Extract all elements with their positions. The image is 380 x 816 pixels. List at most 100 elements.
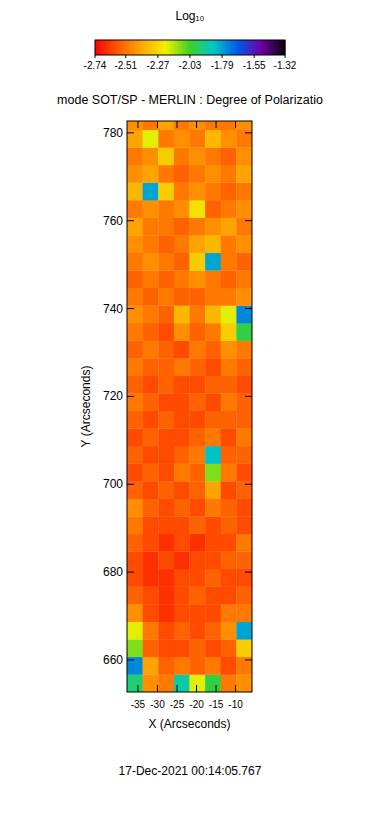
- heatmap-cell: [190, 323, 206, 341]
- heatmap-cell: [221, 323, 237, 341]
- heatmap-cell: [205, 376, 221, 394]
- heatmap-cell: [190, 376, 206, 394]
- heatmap-cell: [158, 253, 174, 271]
- background: [0, 0, 380, 816]
- heatmap-cell: [205, 657, 221, 675]
- heatmap-cell: [127, 288, 143, 306]
- heatmap-cell: [221, 218, 237, 236]
- heatmap-cell: [221, 182, 237, 200]
- heatmap-cell: [205, 587, 221, 605]
- heatmap-cell: [143, 481, 159, 499]
- heatmap-cell: [127, 121, 143, 130]
- heatmap-cell: [158, 200, 174, 218]
- heatmap-cell: [221, 499, 237, 517]
- heatmap-cell: [143, 323, 159, 341]
- colorbar-tick: [254, 55, 255, 58]
- heatmap-cell: [221, 551, 237, 569]
- y-tick-label: 780: [103, 126, 123, 140]
- heatmap-cell: [236, 200, 252, 218]
- heatmap-cell: [221, 464, 237, 482]
- heatmap-cell: [221, 657, 237, 675]
- heatmap-cell: [190, 569, 206, 587]
- heatmap-cell: [127, 551, 143, 569]
- colorbar-tick: [125, 55, 126, 58]
- heatmap-cell: [205, 428, 221, 446]
- heatmap-cell: [236, 182, 252, 200]
- heatmap-cell: [143, 639, 159, 657]
- heatmap-cell: [158, 587, 174, 605]
- heatmap-cell: [158, 376, 174, 394]
- y-tick: [245, 220, 252, 221]
- heatmap-cell: [174, 499, 190, 517]
- heatmap-cell: [236, 411, 252, 429]
- heatmap-cell: [143, 446, 159, 464]
- heatmap-cell: [143, 464, 159, 482]
- heatmap-cell: [190, 182, 206, 200]
- heatmap-cell: [221, 200, 237, 218]
- colorbar: [95, 40, 285, 55]
- heatmap-cell: [190, 534, 206, 552]
- heatmap-cell: [236, 376, 252, 394]
- heatmap-cell: [127, 218, 143, 236]
- heatmap-cell: [143, 130, 159, 148]
- heatmap-cell: [221, 639, 237, 657]
- heatmap-cell: [174, 305, 190, 323]
- heatmap-cell: [127, 200, 143, 218]
- heatmap-cell: [143, 341, 159, 359]
- heatmap-cell: [221, 674, 237, 692]
- heatmap-cell: [190, 604, 206, 622]
- heatmap-cell: [205, 358, 221, 376]
- heatmap-cell: [127, 182, 143, 200]
- heatmap-cell: [174, 121, 190, 130]
- colorbar-tick: [157, 55, 158, 58]
- date-annotation: 17-Dec-2021 00:14:05.767: [119, 764, 262, 778]
- heatmap-cell: [221, 569, 237, 587]
- heatmap-cell: [174, 622, 190, 640]
- heatmap-cell: [174, 182, 190, 200]
- heatmap-cell: [205, 446, 221, 464]
- heatmap-cell: [127, 358, 143, 376]
- heatmap-cell: [236, 393, 252, 411]
- heatmap-cell: [174, 393, 190, 411]
- heatmap-cell: [143, 499, 159, 517]
- heatmap-cell: [205, 235, 221, 253]
- heatmap-cell: [221, 121, 237, 130]
- heatmap-cell: [143, 288, 159, 306]
- heatmap-cell: [127, 323, 143, 341]
- colorbar-tick: [95, 55, 96, 58]
- heatmap-cell: [221, 358, 237, 376]
- heatmap-cell: [174, 481, 190, 499]
- heatmap-cell: [143, 182, 159, 200]
- heatmap-cell: [127, 481, 143, 499]
- heatmap-cell: [143, 200, 159, 218]
- colorbar-tick-label: -2.74: [84, 60, 107, 71]
- heatmap-cell: [174, 639, 190, 657]
- heatmap-cell: [205, 674, 221, 692]
- y-tick-label: 700: [103, 477, 123, 491]
- y-tick-label: 680: [103, 565, 123, 579]
- heatmap-cell: [158, 569, 174, 587]
- heatmap-cell: [174, 288, 190, 306]
- x-tick-label: -35: [131, 699, 146, 710]
- heatmap-cell: [127, 147, 143, 165]
- heatmap-cell: [158, 270, 174, 288]
- x-tick: [216, 685, 217, 692]
- heatmap-cell: [236, 323, 252, 341]
- heatmap-cell: [190, 358, 206, 376]
- y-tick: [127, 396, 134, 397]
- heatmap-cell: [158, 516, 174, 534]
- heatmap-cell: [143, 622, 159, 640]
- heatmap-cell: [205, 411, 221, 429]
- heatmap-cell: [190, 464, 206, 482]
- x-tick-label: -10: [228, 699, 243, 710]
- heatmap-cell: [158, 288, 174, 306]
- heatmap-cell: [158, 165, 174, 183]
- heatmap-cell: [174, 130, 190, 148]
- heatmap-cell: [174, 253, 190, 271]
- heatmap-cell: [236, 121, 252, 130]
- heatmap-cell: [190, 481, 206, 499]
- heatmap-cell: [174, 446, 190, 464]
- heatmap-cell: [127, 674, 143, 692]
- heatmap-cell: [205, 604, 221, 622]
- heatmap-cell: [190, 130, 206, 148]
